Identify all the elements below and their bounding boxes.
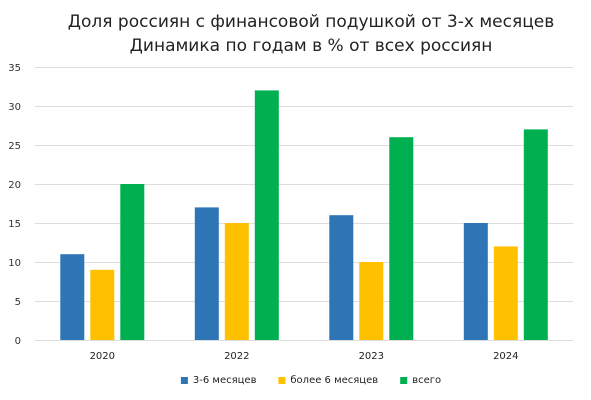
- y-tick-label: 0: [15, 336, 21, 347]
- bar-2022-series-2: [224, 223, 249, 340]
- bar-2022-series-1: [194, 207, 219, 340]
- bar-2023-series-2: [359, 262, 384, 340]
- legend-swatch-series-3: [400, 377, 408, 384]
- bar-2020-series-2: [90, 269, 115, 340]
- bar-2023-series-3: [389, 137, 414, 340]
- y-tick-label: 20: [8, 180, 21, 191]
- legend-label-series-1: 3-6 месяцев: [193, 375, 257, 386]
- x-axis-ticks: 2020 2022 2023 2024: [90, 351, 519, 362]
- bar-2022-series-3: [254, 90, 279, 341]
- y-axis-ticks: 0 5 10 15 20 25 30 35: [8, 63, 21, 347]
- bar-2024-series-1: [463, 223, 488, 340]
- chart-subtitle: Динамика по годам в % от всех россиян: [130, 36, 493, 56]
- y-tick-label: 15: [8, 219, 21, 230]
- bar-2024-series-3: [523, 129, 548, 340]
- bars: [60, 90, 548, 341]
- y-tick-label: 25: [8, 141, 21, 152]
- legend-label-series-3: всего: [412, 375, 441, 386]
- y-tick-label: 5: [15, 297, 21, 308]
- legend-label-series-2: более 6 месяцев: [290, 375, 378, 386]
- x-tick-label-2020: 2020: [90, 351, 115, 362]
- legend-swatch-series-1: [180, 377, 188, 384]
- legend: 3-6 месяцев более 6 месяцев всего: [180, 375, 441, 386]
- y-tick-label: 10: [8, 258, 21, 269]
- bar-2020-series-1: [60, 254, 85, 340]
- x-tick-label-2022: 2022: [224, 351, 249, 362]
- bar-2023-series-1: [329, 215, 354, 340]
- chart-title: Доля россиян с финансовой подушкой от 3-…: [68, 12, 555, 32]
- gridlines: [35, 67, 573, 341]
- bar-2024-series-2: [493, 246, 518, 340]
- x-tick-label-2023: 2023: [359, 351, 384, 362]
- x-tick-label-2024: 2024: [493, 351, 518, 362]
- y-tick-label: 35: [8, 63, 21, 74]
- y-tick-label: 30: [8, 102, 21, 113]
- legend-swatch-series-2: [278, 377, 286, 384]
- bar-2020-series-3: [120, 184, 145, 340]
